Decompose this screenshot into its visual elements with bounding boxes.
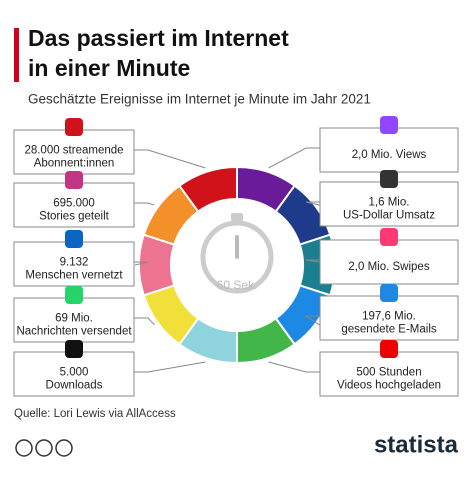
item-label: US-Dollar Umsatz <box>343 210 435 222</box>
item-box <box>13 351 135 397</box>
connector <box>268 147 320 169</box>
connector <box>134 361 206 373</box>
item-label: 2,0 Mio. Swipes <box>348 261 429 273</box>
item-label: 5.000 <box>60 367 89 379</box>
connector <box>305 201 320 206</box>
center-label: 60 Sek. <box>217 278 258 292</box>
donut-segment <box>178 165 238 214</box>
item-box <box>319 239 459 285</box>
donut <box>138 165 336 365</box>
subtitle: Geschätzte Ereignisse im Internet je Min… <box>28 92 371 107</box>
connector <box>134 317 155 326</box>
source: Quelle: Lori Lewis via AllAccess <box>14 408 176 420</box>
item-icon <box>65 286 83 304</box>
item-label: 1,6 Mio. <box>369 197 410 209</box>
item-icon <box>380 340 398 358</box>
title-line: in einer Minute <box>28 55 190 81</box>
item-box <box>13 241 135 287</box>
item-label: Abonnent:innen <box>34 158 115 170</box>
item-icon <box>65 230 83 248</box>
item-box <box>319 295 459 341</box>
item-label: gesendete E-Mails <box>341 324 436 336</box>
title-line: Das passiert im Internet <box>28 25 289 51</box>
item-label: 9.132 <box>60 257 89 269</box>
stopwatch <box>200 213 274 294</box>
item-label: 69 Mio. <box>55 313 93 325</box>
connector <box>134 149 206 169</box>
connector <box>134 202 155 206</box>
connector <box>304 315 320 326</box>
item-label: 28.000 streamende <box>24 145 123 157</box>
connector <box>268 361 320 373</box>
item-box <box>319 127 459 173</box>
item-box <box>13 182 135 228</box>
title-bar <box>14 28 19 82</box>
item-icon <box>380 228 398 246</box>
item-label: Nachrichten versendet <box>16 326 132 338</box>
item-icon <box>380 284 398 302</box>
license-icons <box>15 439 73 457</box>
item-box <box>319 181 459 227</box>
item-label: Menschen vernetzt <box>25 270 123 282</box>
item-box <box>13 129 135 175</box>
item-icon <box>65 171 83 189</box>
item-icon <box>380 170 398 188</box>
connector <box>134 261 149 266</box>
item-label: 500 Stunden <box>356 367 421 379</box>
item-label: 695.000 <box>53 198 95 210</box>
item-icon <box>65 340 83 358</box>
item-label: 2,0 Mio. Views <box>352 149 427 161</box>
item-label: Videos hochgeladen <box>337 380 441 392</box>
item-label: 197,6 Mio. <box>362 311 416 323</box>
item-icon <box>65 118 83 136</box>
brand: statista <box>374 431 459 458</box>
item-label: Stories geteilt <box>39 211 109 223</box>
item-icon <box>380 116 398 134</box>
item-label: Downloads <box>46 380 103 392</box>
